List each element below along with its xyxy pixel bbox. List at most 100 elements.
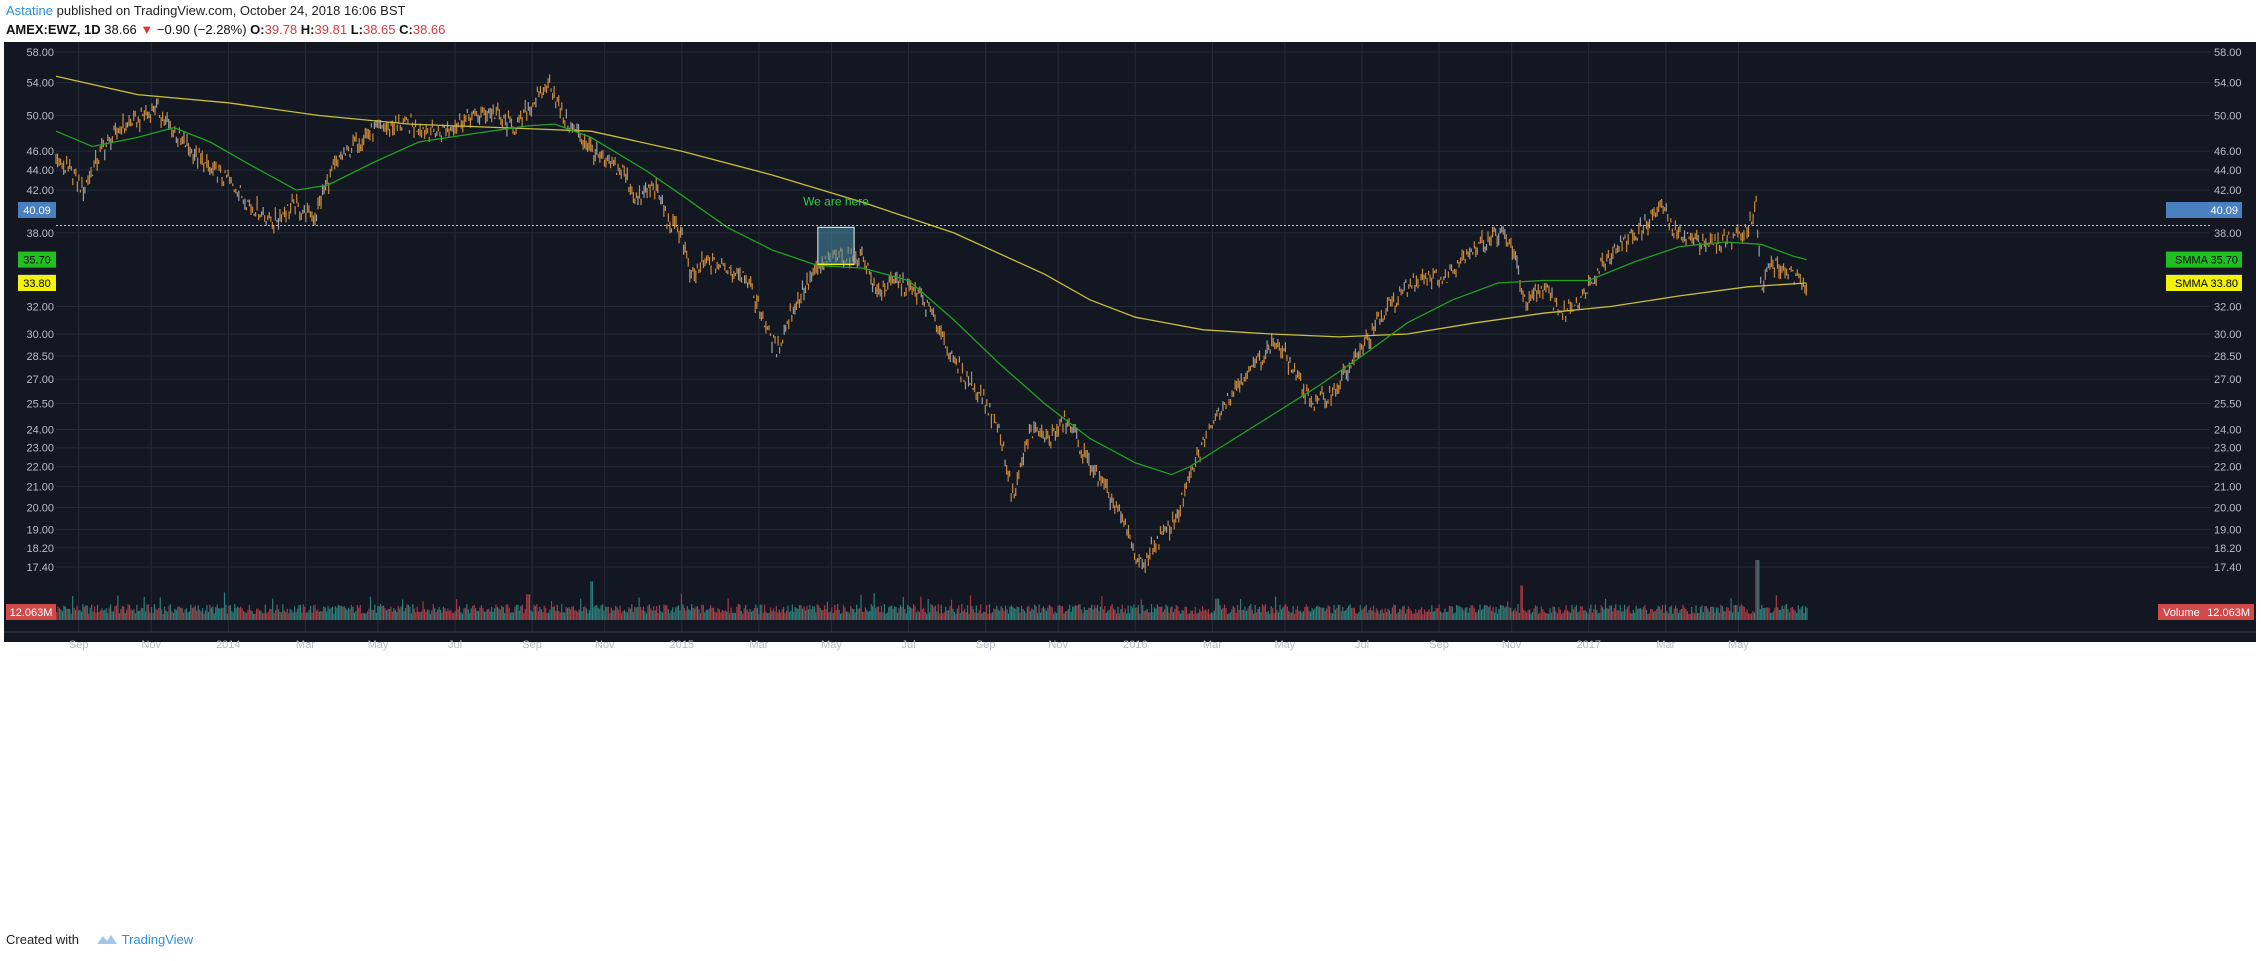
volume-bar — [945, 606, 947, 620]
volume-bar — [232, 612, 234, 620]
price-tick-left: 23.00 — [26, 443, 54, 455]
volume-bar — [1717, 607, 1719, 620]
price-tick-right: 58.00 — [2214, 47, 2242, 59]
publish-line: Astatine published on TradingView.com, O… — [6, 3, 405, 18]
volume-bar — [1536, 606, 1538, 620]
volume-bar — [549, 609, 551, 620]
volume-bar — [674, 607, 677, 620]
volume-bar — [1174, 609, 1176, 620]
volume-bar — [1171, 606, 1173, 620]
volume-bar — [828, 612, 830, 620]
volume-bar — [882, 612, 884, 620]
volume-bar — [220, 607, 223, 620]
volume-bar — [561, 604, 563, 620]
volume-bar — [145, 611, 147, 620]
volume-bar — [907, 604, 909, 620]
price-change: −0.90 (−2.28%) — [156, 22, 247, 37]
volume-bar — [1537, 613, 1539, 620]
volume-bar — [1531, 611, 1534, 620]
tradingview-link[interactable]: TradingView — [121, 932, 194, 947]
price-tick-left: 21.00 — [26, 482, 54, 494]
volume-bar — [361, 613, 363, 620]
volume-bar — [761, 604, 763, 620]
volume-bar — [1526, 612, 1528, 620]
volume-bar — [1742, 605, 1744, 620]
volume-bar — [904, 608, 906, 620]
price-chart[interactable]: We are here 58.00 58.00 54.00 54.00 50.00 50.0… — [0, 42, 2261, 924]
volume-bar — [226, 613, 229, 620]
volume-bar — [1644, 604, 1646, 620]
price-tick-left: 58.00 — [26, 47, 54, 59]
volume-bar — [929, 612, 931, 620]
volume-bar — [1003, 610, 1005, 620]
volume-bar — [1112, 608, 1115, 620]
volume-bar — [1558, 607, 1560, 620]
volume-bar — [1082, 613, 1084, 620]
volume-bar — [308, 609, 310, 620]
volume-bar — [1072, 606, 1074, 620]
volume-bar — [1456, 605, 1458, 620]
volume-bar — [693, 608, 696, 620]
time-tick: Jul — [448, 639, 462, 651]
volume-bar — [1476, 612, 1478, 620]
volume-bar — [1520, 585, 1522, 620]
volume-bar — [104, 609, 106, 620]
volume-bar — [842, 605, 845, 620]
volume-bar — [1580, 605, 1582, 620]
volume-bar — [845, 611, 848, 620]
volume-bar — [717, 608, 719, 620]
volume-bar — [1139, 613, 1141, 620]
created-with-text: Created with — [6, 932, 79, 947]
volume-bar — [110, 604, 112, 620]
volume-bar — [1388, 610, 1391, 620]
volume-bar — [670, 610, 672, 620]
volume-bar — [1314, 608, 1316, 620]
volume-bar — [1444, 608, 1446, 620]
volume-bar — [799, 605, 801, 620]
volume-bar — [1543, 611, 1545, 620]
volume-bar — [447, 608, 449, 620]
author-link[interactable]: Astatine — [6, 3, 53, 18]
volume-bar — [429, 613, 431, 620]
volume-bar — [812, 606, 814, 620]
volume-bar — [1004, 605, 1007, 620]
volume-bar — [1539, 613, 1541, 620]
volume-bar — [473, 604, 475, 620]
volume-bar — [393, 608, 395, 620]
volume-bar — [156, 610, 158, 620]
volume-bar — [1711, 606, 1713, 620]
volume-bar — [1619, 604, 1621, 620]
volume-bar — [401, 599, 404, 620]
time-tick: Sep — [69, 639, 89, 651]
volume-bar — [1618, 610, 1620, 620]
volume-bar — [1549, 608, 1551, 620]
volume-bar — [1016, 606, 1018, 620]
volume-bar — [1482, 608, 1484, 620]
volume-bar — [837, 604, 839, 620]
volume-bar — [1355, 613, 1357, 620]
volume-bar — [539, 607, 541, 620]
volume-bar — [425, 611, 427, 620]
volume-bar — [625, 611, 627, 620]
volume-bar — [320, 611, 322, 620]
volume-bar — [1241, 609, 1243, 620]
volume-bar — [1232, 605, 1234, 620]
volume-bar — [1729, 610, 1731, 620]
volume-bar — [672, 607, 674, 620]
volume-bar — [729, 613, 731, 620]
volume-bar — [1317, 605, 1319, 620]
right-price-badge-text: 40.09 — [2210, 205, 2238, 217]
volume-bar — [1292, 606, 1294, 620]
volume-bar — [1486, 605, 1488, 620]
volume-bar — [283, 610, 285, 620]
volume-bar — [1530, 613, 1532, 620]
time-tick: May — [1728, 639, 1749, 651]
price-tick-left: 54.00 — [26, 78, 54, 90]
volume-bar — [394, 609, 396, 620]
volume-bar — [200, 611, 202, 620]
highlight-box[interactable] — [817, 226, 855, 265]
volume-bar — [1657, 605, 1659, 620]
volume-bar — [1746, 609, 1748, 620]
volume-bar — [1428, 609, 1430, 620]
volume-bar — [1675, 605, 1677, 620]
